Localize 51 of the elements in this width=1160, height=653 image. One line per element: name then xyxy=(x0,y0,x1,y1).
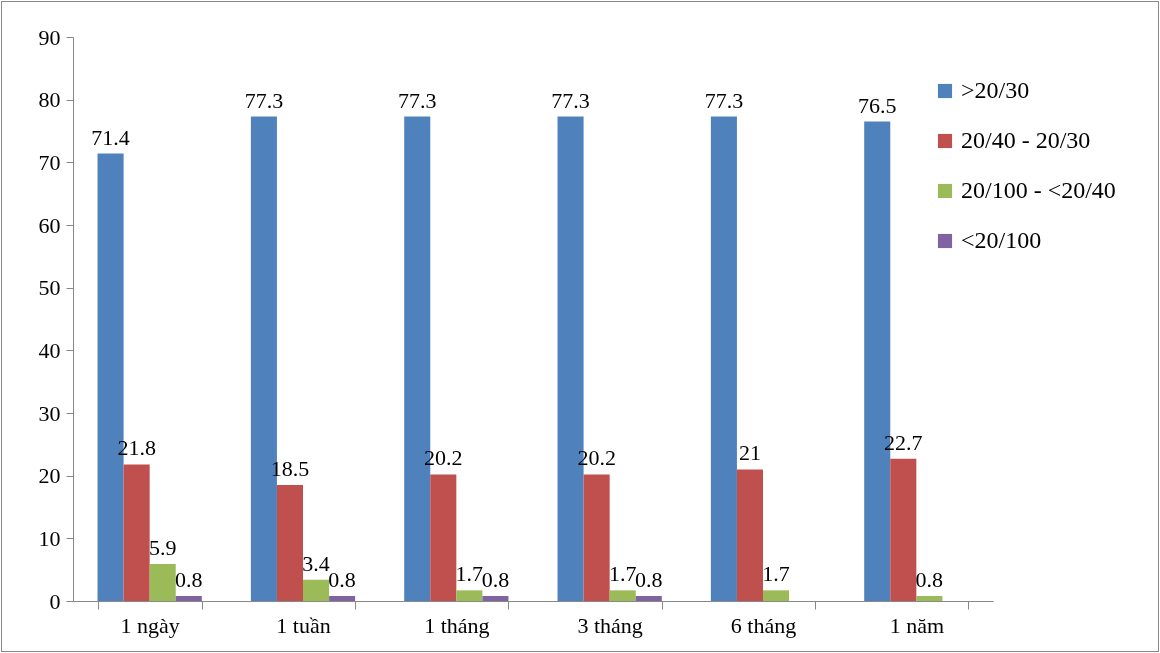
data-label: 76.5 xyxy=(857,92,897,118)
bar xyxy=(276,485,303,601)
legend-label: 20/40 - 20/30 xyxy=(961,127,1091,153)
data-label: 1.7 xyxy=(762,561,790,587)
y-tick-label: 20 xyxy=(38,463,61,489)
legend-label: 20/100 - <20/40 xyxy=(961,177,1116,203)
x-tick-label: 1 tuần xyxy=(276,612,331,638)
bar xyxy=(583,474,610,601)
y-tick-label: 80 xyxy=(38,87,61,113)
data-label: 0.8 xyxy=(635,566,663,592)
bar xyxy=(635,595,662,601)
x-tick-label: 6 tháng xyxy=(730,612,797,638)
legend-label: >20/30 xyxy=(961,77,1030,103)
y-tick-label: 70 xyxy=(38,149,61,175)
data-label: 71.4 xyxy=(91,124,130,150)
data-label: 77.3 xyxy=(244,87,284,113)
legend-label: <20/100 xyxy=(961,227,1042,253)
data-label: 77.3 xyxy=(551,87,590,113)
y-tick-label: 50 xyxy=(38,275,61,301)
data-label: 3.4 xyxy=(302,550,330,576)
x-tick-label: 1 năm xyxy=(889,612,945,638)
bar xyxy=(456,590,483,601)
bar xyxy=(303,579,330,601)
bar xyxy=(916,595,943,601)
data-label: 77.3 xyxy=(704,87,744,113)
bar xyxy=(175,595,202,601)
data-label: 77.3 xyxy=(397,87,437,113)
bar xyxy=(329,595,356,601)
bar xyxy=(763,590,790,601)
bar xyxy=(430,474,457,601)
y-tick-label: 10 xyxy=(38,525,61,551)
y-tick-label: 0 xyxy=(49,588,61,614)
bar xyxy=(736,469,763,601)
y-tick-label: 40 xyxy=(38,337,61,363)
y-tick-label: 60 xyxy=(38,212,61,238)
data-label: 1.7 xyxy=(608,561,637,587)
data-label: 0.8 xyxy=(175,566,203,592)
x-tick-label: 3 tháng xyxy=(577,612,643,638)
data-label: 0.8 xyxy=(915,566,944,592)
x-tick-label: 1 ngày xyxy=(120,612,180,638)
y-tick-label: 90 xyxy=(38,24,61,50)
bar xyxy=(149,564,176,601)
bar xyxy=(609,590,636,601)
bar xyxy=(482,595,509,601)
bar xyxy=(890,458,917,601)
data-label: 5.9 xyxy=(148,535,177,561)
x-tick-label: 1 tháng xyxy=(424,612,490,638)
data-label: 21 xyxy=(738,440,761,466)
bar xyxy=(710,116,737,601)
y-tick-label: 30 xyxy=(38,400,61,426)
bar xyxy=(123,464,150,601)
